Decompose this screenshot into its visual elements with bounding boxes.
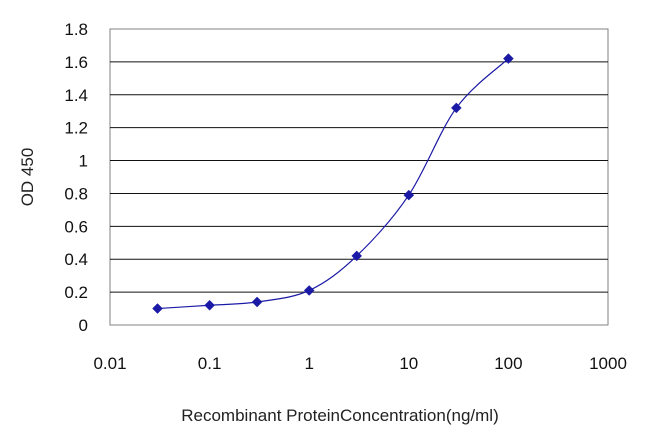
data-point-marker [303, 285, 315, 296]
y-tick-label: 1.8 [64, 20, 88, 39]
series-line [157, 58, 509, 310]
x-tick-label: 1 [304, 354, 313, 373]
data-point-marker [204, 299, 215, 311]
x-tick-label: 0.01 [93, 354, 126, 373]
data-point-marker [251, 296, 263, 308]
data-point-marker [351, 250, 363, 262]
data-point-marker [403, 189, 415, 201]
y-tick-label: 0.4 [64, 250, 88, 269]
x-tick-label: 1000 [589, 354, 627, 373]
y-tick-label: 1 [79, 152, 88, 171]
y-tick-label: 1.4 [64, 86, 88, 105]
y-tick-label: 0.6 [64, 217, 88, 236]
y-axis-tick-labels: 0 0.2 0.4 0.6 0.8 1 1.2 1.4 1.6 1.8 [64, 20, 88, 335]
gridlines [110, 61, 608, 293]
x-tick-label: 100 [494, 354, 522, 373]
y-tick-label: 0.2 [64, 283, 88, 302]
x-axis-tick-labels: 0.01 0.1 1 10 100 1000 [93, 354, 626, 373]
y-tick-label: 1.6 [64, 53, 88, 72]
y-axis-title: OD 450 [18, 148, 37, 207]
y-tick-label: 1.2 [64, 119, 88, 138]
x-tick-label: 0.1 [198, 354, 222, 373]
data-series [152, 53, 514, 314]
y-tick-label: 0 [79, 316, 88, 335]
data-point-marker [152, 303, 163, 314]
y-tick-label: 0.8 [64, 184, 88, 203]
x-tick-label: 10 [399, 354, 418, 373]
data-point-marker [450, 102, 462, 114]
plot-area [109, 28, 609, 326]
data-point-marker [503, 53, 514, 64]
x-axis-title: Recombinant ProteinConcentration(ng/ml) [181, 406, 499, 425]
